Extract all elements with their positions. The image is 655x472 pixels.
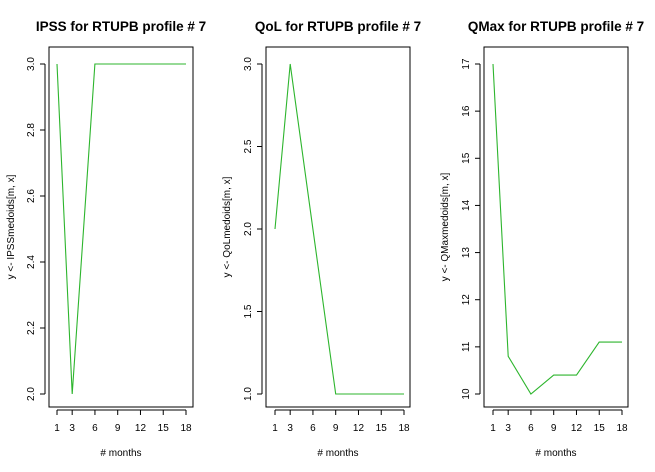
- x-axis-label: # months: [100, 448, 141, 459]
- y-tick-label: 1.0: [243, 387, 254, 401]
- ipss-panel: IPSS for RTUPB profile # 7 # months y <-…: [6, 19, 206, 459]
- x-tick-label: 1: [54, 423, 60, 434]
- chart-title: IPSS for RTUPB profile # 7: [36, 19, 206, 34]
- x-tick-label: 18: [180, 423, 192, 434]
- qol-panel: QoL for RTUPB profile # 7 # months y <- …: [222, 19, 421, 459]
- y-axis-label: y <- QMaxmedoids[m, x]: [440, 172, 451, 281]
- x-tick-label: 18: [616, 423, 628, 434]
- x-axis-label: # months: [535, 448, 576, 459]
- x-tick-label: 6: [92, 423, 98, 434]
- y-tick-label: 15: [461, 152, 472, 164]
- x-tick-label: 1: [272, 423, 278, 434]
- y-tick-label: 2.0: [243, 222, 254, 236]
- x-tick-label: 12: [135, 423, 147, 434]
- y-tick-label: 2.2: [26, 321, 37, 335]
- plot-frame: [483, 46, 629, 408]
- y-tick-label: 1.5: [243, 304, 254, 318]
- x-tick-label: 3: [69, 423, 75, 434]
- series-line: [56, 63, 186, 395]
- x-tick-label: 6: [528, 423, 534, 434]
- x-tick-label: 12: [353, 423, 365, 434]
- x-tick-label: 9: [551, 423, 557, 434]
- y-tick-label: 17: [461, 58, 472, 70]
- plot-frame: [48, 46, 194, 408]
- y-tick-label: 14: [461, 199, 472, 211]
- x-tick-label: 3: [505, 423, 511, 434]
- x-tick-label: 6: [310, 423, 316, 434]
- y-tick-label: 3.0: [26, 57, 37, 71]
- x-tick-label: 12: [571, 423, 583, 434]
- series-line: [492, 63, 622, 395]
- x-tick-label: 15: [158, 423, 170, 434]
- y-tick-label: 2.0: [26, 387, 37, 401]
- y-tick-label: 12: [461, 294, 472, 306]
- y-tick-label: 16: [461, 105, 472, 117]
- chart-title: QMax for RTUPB profile # 7: [468, 19, 644, 34]
- x-tick-label: 9: [115, 423, 121, 434]
- x-tick-label: 9: [333, 423, 339, 434]
- x-axis-label: # months: [317, 448, 358, 459]
- x-tick-label: 1: [490, 423, 496, 434]
- qmax-panel: QMax for RTUPB profile # 7 # months y <-…: [440, 19, 644, 459]
- x-tick-label: 15: [594, 423, 606, 434]
- y-tick-label: 10: [461, 388, 472, 400]
- series-line: [274, 63, 404, 395]
- y-tick-label: 3.0: [243, 57, 254, 71]
- y-axis-label: y <- IPSSmedoids[m, x]: [6, 174, 17, 279]
- y-tick-label: 13: [461, 247, 472, 259]
- chart-title: QoL for RTUPB profile # 7: [255, 19, 421, 34]
- y-tick-label: 2.5: [243, 139, 254, 153]
- y-tick-label: 11: [461, 341, 472, 352]
- x-tick-label: 18: [398, 423, 410, 434]
- y-tick-label: 2.6: [26, 189, 37, 203]
- x-tick-label: 15: [376, 423, 388, 434]
- y-tick-label: 2.4: [26, 255, 37, 269]
- x-tick-label: 3: [287, 423, 293, 434]
- y-axis-label: y <- QoLmedoids[m, x]: [222, 176, 233, 277]
- plot-frame: [265, 46, 411, 408]
- y-tick-label: 2.8: [26, 123, 37, 137]
